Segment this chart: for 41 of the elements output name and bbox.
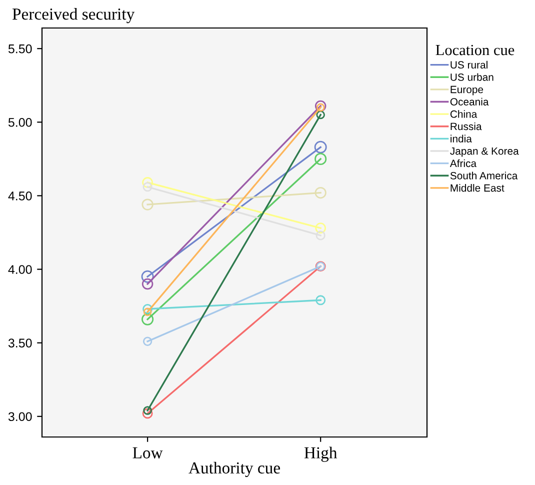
point	[316, 230, 326, 240]
point	[316, 103, 325, 112]
legend-label: China	[450, 110, 478, 118]
point	[316, 295, 326, 306]
legend-label: US rural	[450, 60, 488, 69]
point	[142, 408, 153, 419]
point	[143, 308, 152, 316]
y-tick-label: 3.50	[8, 338, 32, 348]
y-tick-label: 5.00	[8, 118, 32, 127]
x-tick-label: Low	[132, 447, 163, 458]
legend-label: Europe	[450, 86, 484, 96]
x-axis-title: Authority cue	[188, 462, 280, 477]
point	[316, 110, 325, 120]
point	[142, 198, 154, 210]
y-axis-title: Perceived security	[12, 8, 135, 24]
point	[315, 222, 326, 234]
point	[314, 140, 327, 154]
point	[141, 270, 154, 283]
y-tick-label: 4.00	[8, 265, 32, 274]
point	[142, 278, 154, 290]
y-tick-label: 3.00	[8, 412, 32, 422]
legend-label: Middle East	[450, 184, 504, 192]
point	[142, 182, 152, 192]
point	[142, 304, 153, 314]
point	[314, 152, 327, 165]
x-tick-label: High	[304, 446, 338, 462]
point	[142, 177, 153, 188]
legend-label: US urban	[450, 73, 494, 81]
y-tick-label: 5.50	[8, 44, 32, 54]
legend-label: Oceania	[450, 98, 489, 106]
legend-label: Russia	[450, 122, 482, 130]
point	[142, 313, 154, 326]
legend-label: Africa	[450, 159, 477, 168]
legend-label: South America	[450, 172, 518, 180]
point	[142, 336, 152, 346]
point	[143, 406, 152, 415]
point	[314, 186, 326, 199]
legend-label: india	[450, 134, 472, 142]
legend-label: Japan & Korea	[450, 147, 519, 157]
y-tick-label: 4.50	[8, 192, 32, 200]
legend-title: Location cue	[436, 44, 514, 56]
